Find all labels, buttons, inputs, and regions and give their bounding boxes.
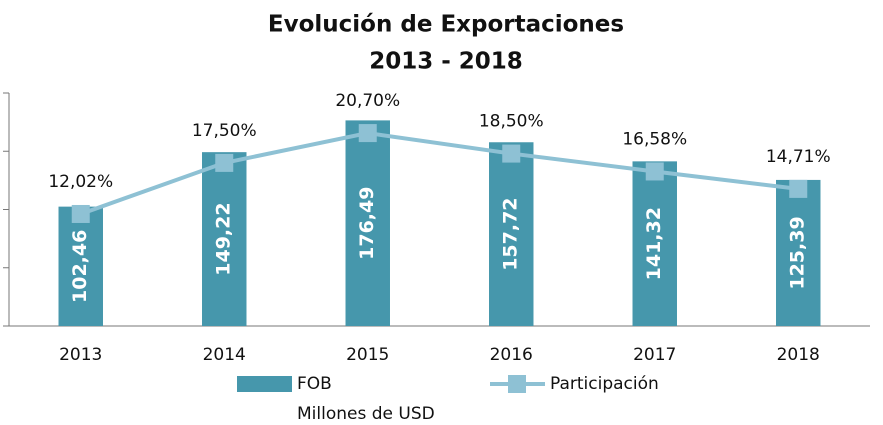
legend-marker (508, 375, 526, 393)
chart-title: Evolución de Exportaciones (268, 12, 624, 38)
data-label: 20,70% (335, 91, 400, 111)
x-tick-label: 2016 (490, 345, 533, 365)
line-marker (215, 153, 234, 172)
data-label: 12,02% (48, 172, 113, 192)
bar (489, 142, 534, 326)
x-tick-label: 2013 (59, 345, 102, 365)
y-axis-label: Millones de USD (297, 404, 435, 424)
bar-label: 141,32 (643, 207, 665, 280)
bar-label: 176,49 (356, 187, 378, 260)
x-tick-label: 2018 (777, 345, 820, 365)
bar (632, 161, 677, 326)
data-label: 17,50% (192, 121, 257, 141)
line-marker (645, 162, 664, 181)
chart-subtitle: 2013 - 2018 (369, 49, 523, 75)
line-marker (71, 204, 90, 223)
legend-label: FOB (297, 374, 332, 394)
bar-label: 149,22 (213, 202, 235, 275)
bar-label: 102,46 (69, 230, 91, 303)
data-label: 14,71% (766, 147, 831, 167)
data-label: 18,50% (479, 112, 544, 132)
x-tick-label: 2014 (203, 345, 246, 365)
legend-label: Participación (550, 374, 659, 394)
bar (345, 120, 390, 326)
line-marker (789, 179, 808, 198)
data-label: 16,58% (622, 129, 687, 149)
x-tick-label: 2015 (346, 345, 389, 365)
x-tick-label: 2017 (633, 345, 676, 365)
bar (776, 179, 821, 326)
legend-swatch (237, 376, 292, 392)
bar-label: 157,72 (500, 197, 522, 270)
line-marker (358, 124, 377, 143)
bar (58, 206, 103, 326)
bar-label: 125,39 (787, 216, 809, 289)
bar (202, 152, 247, 326)
line-marker (502, 144, 521, 163)
line (80, 131, 799, 216)
